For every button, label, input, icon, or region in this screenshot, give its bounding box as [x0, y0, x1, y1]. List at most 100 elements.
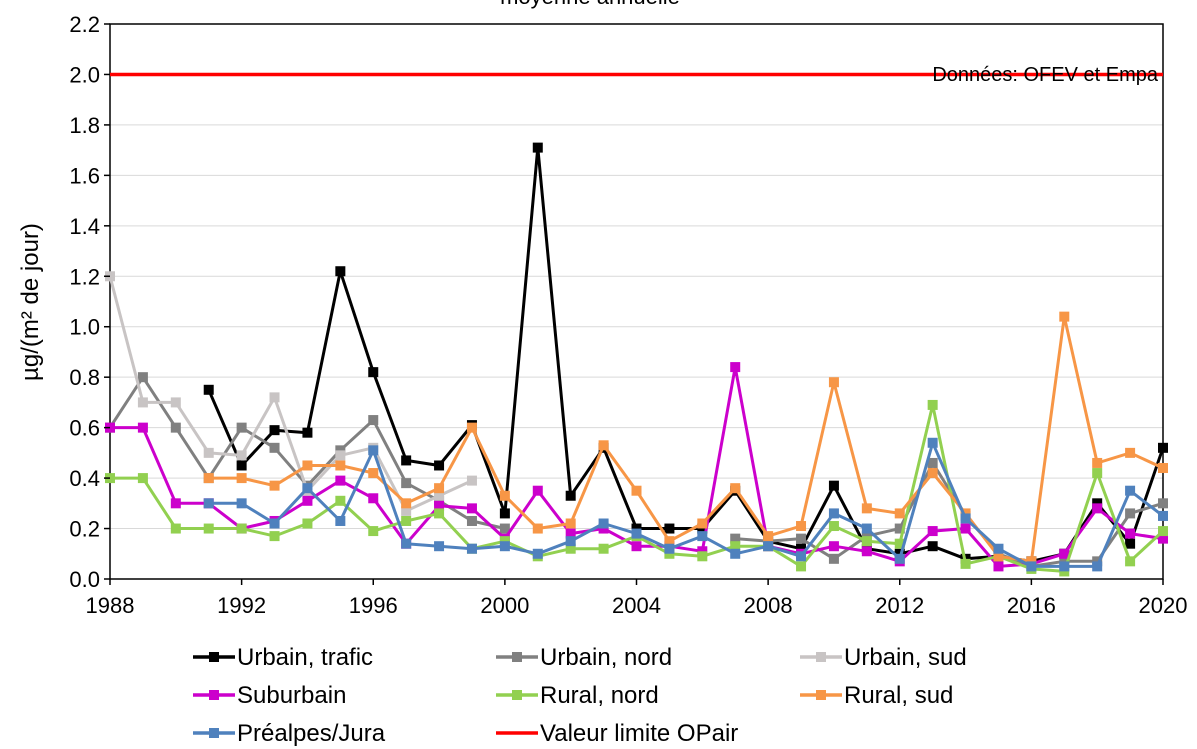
data-point-prealpes-jura: [1059, 561, 1070, 572]
data-point-rural-sud: [960, 508, 971, 519]
data-point-rural-nord: [269, 531, 280, 542]
x-tick-label: 1992: [217, 593, 266, 618]
x-tick-label: 1996: [349, 593, 398, 618]
data-point-suburbain: [170, 498, 181, 509]
data-point-urbain-nord: [927, 457, 938, 468]
data-point-prealpes-jura: [1092, 561, 1103, 572]
legend-label-rural-nord: Rural, nord: [540, 682, 659, 709]
data-point-suburbain: [697, 546, 708, 557]
data-point-suburbain: [466, 503, 477, 514]
data-point-prealpes-jura: [960, 513, 971, 524]
y-tick-label: 0.0: [69, 567, 100, 592]
legend-marker-rural-sud: [816, 690, 826, 700]
data-point-prealpes-jura: [828, 508, 839, 519]
data-point-rural-nord: [861, 536, 872, 547]
data-point-rural-sud: [894, 508, 905, 519]
data-point-prealpes-jura: [598, 518, 609, 529]
data-point-urbain-trafic: [927, 541, 938, 552]
x-tick-label: 2004: [612, 593, 661, 618]
data-point-suburbain: [368, 493, 379, 504]
data-point-rural-nord: [335, 495, 346, 506]
data-point-urbain-nord: [401, 478, 412, 489]
data-point-urbain-nord: [499, 523, 510, 534]
data-point-rural-sud: [697, 518, 708, 529]
legend-item-urbain-trafic: Urbain, trafic: [193, 644, 373, 671]
data-point-rural-nord: [796, 561, 807, 572]
data-point-rural-sud: [598, 440, 609, 451]
data-point-urbain-nord: [1158, 498, 1168, 509]
data-point-rural-nord: [1059, 566, 1070, 577]
data-point-rural-nord: [1125, 556, 1136, 567]
legend-marker-urbain-nord: [512, 652, 522, 662]
data-point-rural-sud: [1026, 556, 1037, 567]
data-point-rural-sud: [730, 483, 741, 494]
legend-label-suburbain: Suburbain: [237, 682, 346, 709]
data-point-urbain-sud: [401, 505, 412, 516]
data-point-urbain-trafic: [401, 455, 412, 466]
data-point-rural-nord: [664, 548, 675, 559]
data-point-rural-sud: [466, 422, 477, 433]
data-point-rural-sud: [236, 473, 247, 484]
data-point-urbain-trafic: [828, 480, 839, 491]
legend-label-urbain-trafic: Urbain, trafic: [237, 644, 373, 671]
y-tick-label: 1.6: [69, 163, 100, 188]
data-point-prealpes-jura: [1026, 561, 1037, 572]
data-point-rural-nord: [565, 543, 576, 554]
data-point-rural-nord: [894, 538, 905, 549]
data-point-rural-sud: [532, 523, 543, 534]
legend-label-valeur-limite-opair: Valeur limite OPair: [540, 720, 738, 747]
data-point-urbain-sud: [466, 475, 477, 486]
data-point-rural-nord: [203, 523, 214, 534]
data-point-urbain-nord: [1125, 508, 1136, 519]
series-prealpes-jura: [203, 437, 1168, 572]
data-point-rural-nord: [368, 526, 379, 537]
x-tick-label: 2008: [744, 593, 793, 618]
data-point-suburbain: [960, 523, 971, 534]
data-point-urbain-trafic: [664, 523, 675, 534]
series-suburbain: [105, 362, 1168, 572]
x-tick-label: 2000: [480, 593, 529, 618]
data-point-suburbain: [631, 541, 642, 552]
legend-item-valeur-limite-opair: Valeur limite OPair: [496, 720, 738, 747]
data-point-urbain-nord: [137, 372, 148, 383]
data-point-urbain-nord: [861, 531, 872, 542]
data-point-suburbain: [335, 475, 346, 486]
data-point-urbain-trafic: [631, 523, 642, 534]
x-tick-label: 2012: [875, 593, 924, 618]
data-point-urbain-trafic: [269, 425, 280, 436]
data-point-urbain-sud: [137, 397, 148, 408]
data-point-suburbain: [1125, 528, 1136, 539]
data-point-prealpes-jura: [894, 553, 905, 564]
legend-label-urbain-sud: Urbain, sud: [844, 644, 967, 671]
legend-item-rural-nord: Rural, nord: [496, 682, 659, 709]
y-tick-label: 1.0: [69, 315, 100, 340]
series-rural-sud: [203, 311, 1168, 567]
data-point-suburbain: [598, 523, 609, 534]
data-point-prealpes-jura: [203, 498, 214, 509]
data-point-urbain-nord: [730, 533, 741, 544]
data-point-urbain-nord: [894, 523, 905, 534]
data-point-prealpes-jura: [631, 528, 642, 539]
data-point-suburbain: [828, 541, 839, 552]
data-point-prealpes-jura: [1125, 485, 1136, 496]
legend-item-urbain-sud: Urbain, sud: [800, 644, 967, 671]
data-point-prealpes-jura: [763, 541, 774, 552]
data-point-prealpes-jura: [401, 538, 412, 549]
series-line-rural-sud: [208, 315, 1164, 563]
y-tick-label: 2.2: [69, 12, 100, 37]
y-tick-label: 2.0: [69, 62, 100, 87]
data-point-rural-sud: [763, 531, 774, 542]
data-point-urbain-sud: [170, 397, 181, 408]
data-point-prealpes-jura: [927, 437, 938, 448]
data-point-prealpes-jura: [434, 541, 445, 552]
data-point-prealpes-jura: [499, 541, 510, 552]
legend-label-prealpes-jura: Préalpes/Jura: [237, 720, 386, 747]
data-point-suburbain: [434, 500, 445, 511]
data-point-urbain-trafic: [236, 460, 247, 471]
data-point-rural-nord: [927, 399, 938, 410]
legend-marker-suburbain: [209, 690, 219, 700]
data-point-rural-nord: [1158, 526, 1168, 537]
data-point-urbain-nord: [335, 445, 346, 456]
data-point-urbain-trafic: [697, 523, 708, 534]
